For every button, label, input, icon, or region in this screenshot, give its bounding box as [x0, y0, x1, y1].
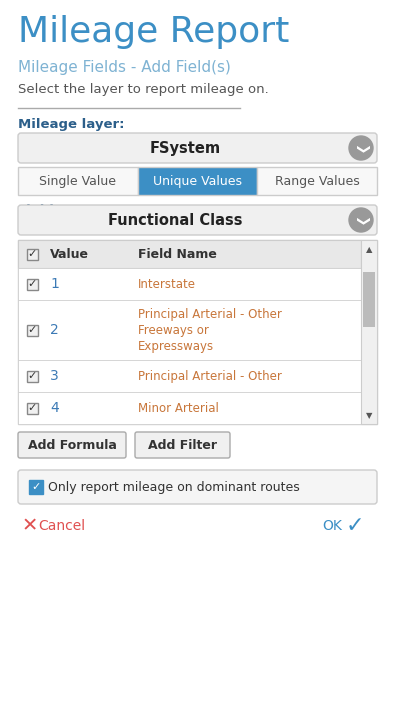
Bar: [361, 240, 377, 424]
Text: Cancel: Cancel: [38, 519, 85, 533]
FancyBboxPatch shape: [18, 470, 377, 504]
Text: ✓: ✓: [27, 403, 37, 413]
FancyBboxPatch shape: [18, 432, 126, 458]
Bar: [257, 167, 377, 195]
Text: Only report mileage on dominant routes: Only report mileage on dominant routes: [48, 481, 300, 494]
Text: ✓: ✓: [27, 279, 37, 289]
Text: Functional Class: Functional Class: [108, 212, 242, 228]
Text: ✓: ✓: [31, 482, 41, 492]
Text: ✓: ✓: [27, 249, 37, 259]
Text: Mileage layer:: Mileage layer:: [18, 118, 124, 131]
Text: 2: 2: [50, 323, 59, 337]
Text: ✓: ✓: [346, 516, 365, 536]
Bar: [18, 167, 138, 195]
Text: Principal Arterial - Other: Principal Arterial - Other: [138, 370, 282, 383]
Bar: [26, 402, 38, 413]
Text: 4: 4: [50, 401, 59, 415]
FancyBboxPatch shape: [135, 432, 230, 458]
Text: ✓: ✓: [27, 371, 37, 381]
Bar: [26, 249, 38, 260]
Text: Single Value: Single Value: [40, 175, 117, 188]
Text: Interstate: Interstate: [138, 278, 196, 291]
Bar: [18, 240, 361, 268]
Circle shape: [349, 208, 373, 232]
FancyBboxPatch shape: [18, 133, 377, 163]
Bar: [18, 300, 361, 360]
Text: Field:: Field:: [18, 204, 60, 217]
Text: ▲: ▲: [366, 246, 372, 254]
Text: ▼: ▼: [366, 412, 372, 420]
Text: Mileage Fields - Add Field(s): Mileage Fields - Add Field(s): [18, 60, 231, 75]
Bar: [29, 480, 43, 494]
Bar: [26, 278, 38, 289]
Text: Range Values: Range Values: [275, 175, 359, 188]
Text: Select the layer to report mileage on.: Select the layer to report mileage on.: [18, 83, 269, 96]
Text: Unique Values: Unique Values: [153, 175, 242, 188]
Bar: [18, 360, 361, 392]
Text: Add Formula: Add Formula: [28, 439, 117, 452]
Text: 1: 1: [50, 277, 59, 291]
Bar: [26, 325, 38, 336]
Bar: [363, 272, 375, 327]
Bar: [18, 240, 377, 424]
Bar: [18, 268, 361, 300]
Bar: [138, 167, 257, 195]
Text: FSystem: FSystem: [149, 141, 220, 155]
FancyBboxPatch shape: [18, 205, 377, 235]
Text: Add Filter: Add Filter: [148, 439, 217, 452]
Text: OK: OK: [322, 519, 342, 533]
Text: 3: 3: [50, 369, 59, 383]
Text: Minor Arterial: Minor Arterial: [138, 402, 219, 415]
Text: Value: Value: [50, 247, 89, 260]
Text: Principal Arterial - Other
Freeways or
Expressways: Principal Arterial - Other Freeways or E…: [138, 307, 282, 352]
Text: Field Name: Field Name: [138, 247, 217, 260]
Text: ✓: ✓: [27, 325, 37, 335]
Text: Mileage Report: Mileage Report: [18, 15, 290, 49]
Bar: [26, 370, 38, 381]
Text: ❯: ❯: [354, 144, 367, 154]
Text: ❯: ❯: [354, 216, 367, 226]
Text: ✕: ✕: [22, 516, 38, 536]
Bar: [18, 392, 361, 424]
Circle shape: [349, 136, 373, 160]
